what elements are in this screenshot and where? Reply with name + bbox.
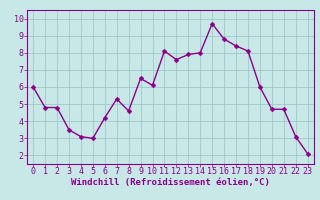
X-axis label: Windchill (Refroidissement éolien,°C): Windchill (Refroidissement éolien,°C)	[71, 178, 270, 187]
